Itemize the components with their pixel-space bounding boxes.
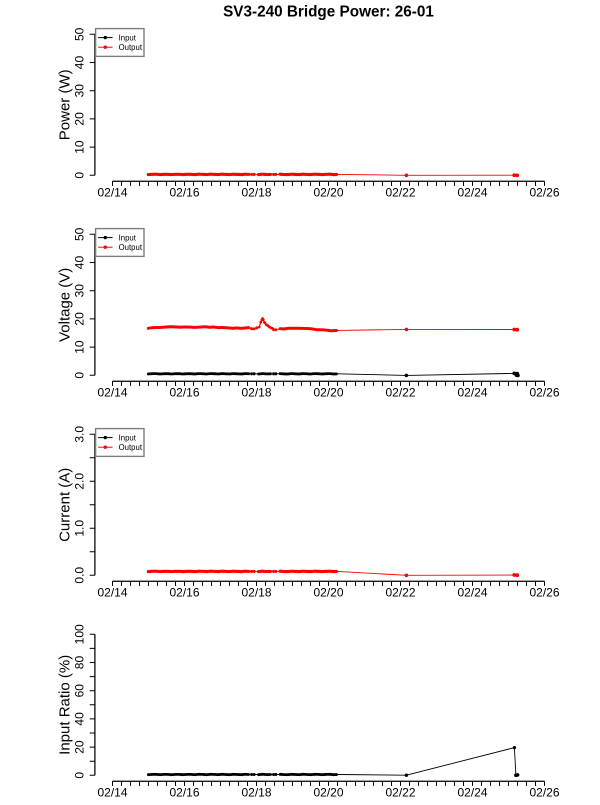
svg-text:02/24: 02/24 bbox=[457, 186, 487, 200]
svg-text:02/14: 02/14 bbox=[97, 786, 127, 800]
svg-text:40: 40 bbox=[72, 712, 86, 726]
svg-text:02/16: 02/16 bbox=[169, 786, 199, 800]
svg-text:50: 50 bbox=[73, 227, 87, 241]
svg-text:02/20: 02/20 bbox=[313, 386, 343, 400]
svg-text:10: 10 bbox=[72, 340, 86, 354]
svg-text:0: 0 bbox=[73, 372, 87, 379]
svg-text:02/24: 02/24 bbox=[457, 586, 487, 600]
svg-text:80: 80 bbox=[73, 656, 87, 670]
svg-text:02/16: 02/16 bbox=[169, 386, 199, 400]
svg-text:Power (W): Power (W) bbox=[57, 69, 74, 140]
svg-text:02/16: 02/16 bbox=[169, 586, 199, 600]
svg-text:02/22: 02/22 bbox=[385, 186, 415, 200]
svg-text:02/24: 02/24 bbox=[457, 386, 487, 400]
svg-text:20: 20 bbox=[73, 312, 87, 326]
svg-text:02/20: 02/20 bbox=[313, 586, 343, 600]
svg-text:30: 30 bbox=[72, 284, 86, 298]
svg-text:02/20: 02/20 bbox=[313, 786, 343, 800]
svg-text:02/22: 02/22 bbox=[385, 386, 415, 400]
svg-text:3.0: 3.0 bbox=[73, 426, 87, 443]
svg-text:02/18: 02/18 bbox=[241, 586, 271, 600]
svg-text:0: 0 bbox=[73, 172, 87, 179]
svg-text:Voltage (V): Voltage (V) bbox=[57, 268, 74, 342]
svg-text:02/24: 02/24 bbox=[457, 786, 487, 800]
svg-text:1.0: 1.0 bbox=[73, 520, 87, 537]
svg-text:Current (A): Current (A) bbox=[57, 468, 74, 542]
svg-text:30: 30 bbox=[73, 84, 87, 98]
svg-text:100: 100 bbox=[73, 624, 87, 644]
svg-text:02/26: 02/26 bbox=[529, 186, 559, 200]
svg-text:Input: Input bbox=[119, 434, 137, 443]
svg-text:02/22: 02/22 bbox=[385, 786, 415, 800]
svg-text:SV3-240 Bridge Power: 26-01: SV3-240 Bridge Power: 26-01 bbox=[223, 4, 434, 21]
svg-text:0: 0 bbox=[73, 772, 87, 779]
svg-text:20: 20 bbox=[73, 112, 87, 126]
svg-text:02/14: 02/14 bbox=[97, 586, 127, 600]
svg-text:60: 60 bbox=[73, 684, 87, 698]
svg-text:50: 50 bbox=[73, 27, 87, 41]
svg-text:02/18: 02/18 bbox=[241, 786, 271, 800]
svg-text:02/14: 02/14 bbox=[97, 186, 127, 200]
svg-text:02/18: 02/18 bbox=[241, 386, 271, 400]
svg-text:Input: Input bbox=[119, 234, 137, 243]
svg-text:02/20: 02/20 bbox=[313, 186, 343, 200]
svg-text:02/26: 02/26 bbox=[529, 386, 559, 400]
svg-text:02/26: 02/26 bbox=[529, 786, 559, 800]
svg-text:10: 10 bbox=[73, 140, 87, 154]
svg-text:Output: Output bbox=[119, 443, 143, 452]
svg-text:Output: Output bbox=[119, 243, 143, 252]
svg-text:2.0: 2.0 bbox=[73, 473, 87, 490]
svg-text:Input Ratio (%): Input Ratio (%) bbox=[57, 655, 74, 755]
svg-text:02/16: 02/16 bbox=[169, 186, 199, 200]
svg-text:02/14: 02/14 bbox=[97, 386, 127, 400]
svg-text:02/18: 02/18 bbox=[241, 186, 271, 200]
svg-text:Input: Input bbox=[119, 34, 137, 43]
svg-text:40: 40 bbox=[73, 56, 87, 70]
svg-text:02/22: 02/22 bbox=[385, 586, 415, 600]
svg-text:20: 20 bbox=[73, 740, 87, 754]
svg-text:0.0: 0.0 bbox=[73, 567, 87, 584]
svg-text:02/26: 02/26 bbox=[529, 586, 559, 600]
svg-text:Output: Output bbox=[119, 43, 143, 52]
svg-text:40: 40 bbox=[73, 256, 87, 270]
